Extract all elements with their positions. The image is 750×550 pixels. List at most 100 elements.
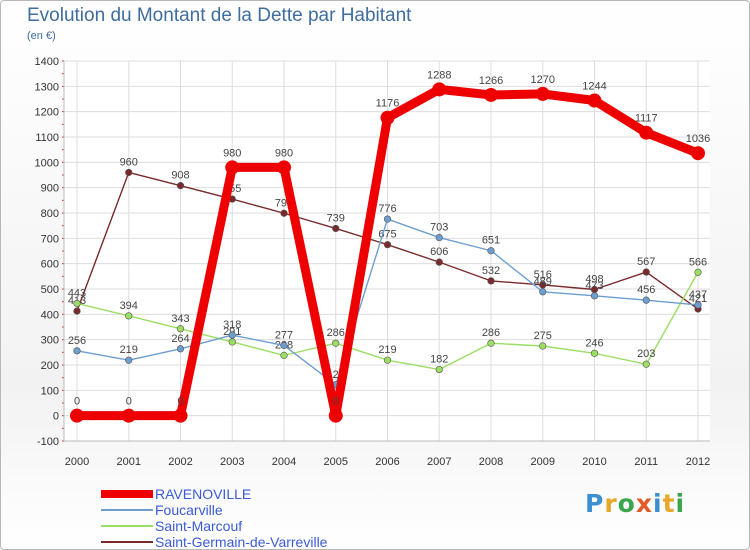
series-ravenoville: 0 0 0 980 980 0 1176 1288 1266 1270 1244 1117 1036 [70, 69, 710, 423]
data-point [332, 224, 340, 233]
x-tick-label: 2008 [479, 456, 503, 468]
data-label: 473 [585, 280, 603, 292]
data-point [228, 338, 236, 346]
data-point [642, 296, 650, 304]
data-label: 980 [223, 147, 241, 159]
x-tick-label: 2012 [686, 456, 710, 468]
y-tick-label: 400 [41, 309, 59, 321]
data-label: 0 [126, 396, 132, 408]
x-tick-label: 2003 [220, 456, 244, 468]
x-tick-label: 2007 [427, 456, 451, 468]
data-point [694, 301, 702, 309]
data-label: 1270 [531, 74, 555, 86]
data-label: 651 [482, 235, 500, 247]
data-label: 532 [482, 265, 500, 277]
data-label: 246 [585, 337, 603, 349]
logo-letter: i [675, 489, 686, 518]
data-point [121, 408, 136, 423]
y-tick-label: 0 [53, 411, 59, 423]
data-point [280, 209, 288, 217]
data-point [176, 345, 185, 353]
data-point [73, 307, 81, 315]
data-label: 908 [171, 170, 189, 182]
legend-swatch [101, 541, 153, 543]
data-label: 1244 [582, 81, 606, 93]
data-label: 1288 [427, 69, 451, 81]
data-label: 456 [637, 284, 655, 296]
data-label: 566 [689, 256, 707, 268]
data-label: 739 [327, 212, 345, 224]
data-point [587, 93, 602, 108]
data-label: 318 [223, 319, 241, 331]
data-point [383, 215, 392, 223]
y-tick-label: 300 [41, 335, 59, 347]
data-point [73, 347, 81, 355]
data-point [590, 292, 599, 300]
x-tick-label: 2010 [582, 456, 606, 468]
data-label: 219 [120, 344, 138, 356]
data-point [228, 331, 236, 339]
data-point [691, 146, 705, 161]
data-label: 980 [275, 147, 293, 159]
x-tick-label: 2000 [65, 456, 89, 468]
data-point [639, 125, 654, 140]
proxiti-logo: Proxiti [585, 489, 685, 518]
data-point [332, 339, 340, 347]
y-tick-label: 1400 [35, 56, 59, 68]
x-tick-label: 2009 [531, 456, 555, 468]
data-label: 264 [171, 333, 189, 345]
data-point [280, 341, 288, 350]
data-label: 275 [534, 330, 552, 342]
data-point [435, 258, 443, 266]
data-label: 286 [482, 327, 500, 339]
y-tick-label: 200 [41, 360, 59, 372]
data-label: 256 [68, 335, 86, 347]
data-point [73, 299, 81, 308]
logo-letter: o [617, 489, 636, 518]
data-point [435, 233, 443, 242]
data-label: 203 [637, 348, 655, 360]
y-tick-label: -100 [37, 436, 59, 448]
data-label: 516 [534, 269, 552, 281]
data-label: 443 [68, 287, 86, 299]
data-label: 277 [275, 329, 293, 341]
data-point [125, 312, 133, 320]
x-tick-label: 2005 [324, 456, 348, 468]
data-point [125, 356, 133, 364]
x-tick-label: 2011 [634, 456, 658, 468]
data-point [590, 349, 599, 357]
data-label: 1117 [635, 113, 658, 125]
data-label: 960 [120, 156, 138, 168]
y-tick-label: 700 [41, 233, 59, 245]
data-label: 489 [534, 276, 552, 288]
series-saint-marcouf: 443394343291238286219182286275246203566 [68, 256, 707, 374]
legend-label: Saint-Marcouf [155, 518, 243, 534]
data-point [176, 182, 185, 190]
x-tick-label: 2004 [272, 456, 296, 468]
data-label: 776 [378, 203, 396, 215]
data-point [642, 360, 650, 368]
y-tick-label: 1200 [35, 107, 59, 119]
data-point [484, 87, 498, 102]
logo-letter: t [662, 489, 676, 518]
data-point [225, 160, 240, 175]
data-label: 0 [74, 396, 80, 408]
data-point [539, 342, 547, 350]
data-point [383, 241, 392, 249]
data-label: 182 [430, 354, 448, 366]
data-label: 498 [585, 274, 603, 286]
data-label: 437 [689, 289, 707, 301]
data-label: 343 [171, 313, 189, 325]
data-point [487, 277, 495, 285]
data-point [383, 356, 392, 364]
legend-label: Saint-Germain-de-Varreville [155, 534, 328, 550]
legend-swatch [101, 490, 153, 498]
data-point [435, 365, 443, 374]
data-point [487, 339, 495, 347]
data-label: 606 [430, 246, 448, 258]
data-point [173, 408, 188, 423]
data-label: 394 [120, 300, 138, 312]
y-tick-label: 600 [41, 259, 59, 271]
